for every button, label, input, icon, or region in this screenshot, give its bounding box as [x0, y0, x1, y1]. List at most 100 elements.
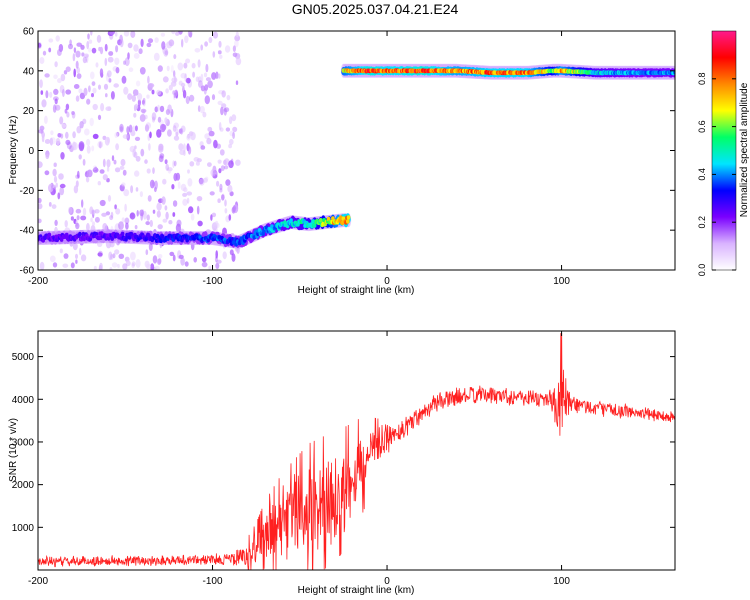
spectrogram-marks: [38, 31, 675, 270]
noise-speckle: [213, 139, 218, 149]
noise-speckle: [96, 34, 102, 43]
noise-speckle: [135, 155, 141, 162]
noise-speckle: [92, 221, 95, 227]
noise-speckle: [65, 139, 71, 146]
noise-speckle: [123, 86, 129, 95]
noise-speckle: [144, 159, 148, 164]
noise-speckle: [78, 154, 82, 160]
ridge-core: [159, 238, 163, 244]
noise-speckle: [165, 88, 169, 94]
noise-speckle: [80, 254, 87, 262]
colorbar-ticks: 0.0 0.2 0.4 0.6 0.8: [697, 73, 736, 276]
noise-speckle: [205, 176, 209, 181]
colorbar-tick-label: 0.2: [697, 216, 707, 229]
x-tick-label: -200: [28, 276, 48, 287]
noise-speckle: [165, 109, 171, 115]
noise-speckle: [57, 133, 62, 138]
noise-speckle: [148, 143, 151, 151]
noise-speckle: [68, 43, 73, 50]
noise-speckle: [86, 223, 90, 232]
noise-speckle: [211, 212, 217, 218]
noise-speckle: [139, 114, 146, 122]
noise-speckle: [157, 258, 162, 264]
noise-speckle: [79, 92, 86, 100]
noise-speckle: [100, 103, 105, 112]
noise-speckle: [158, 155, 164, 163]
noise-speckle: [127, 93, 133, 100]
noise-speckle: [225, 127, 231, 132]
noise-speckle: [215, 223, 220, 228]
spectrogram-y-ticks: -60 -40 -20 0 20 40 60: [20, 27, 675, 277]
noise-speckle: [73, 185, 79, 194]
noise-speckle: [59, 248, 63, 254]
noise-speckle: [183, 143, 186, 153]
noise-speckle: [50, 137, 56, 145]
noise-speckle: [123, 31, 130, 37]
noise-speckle: [186, 197, 190, 204]
noise-speckle: [73, 68, 76, 78]
snr-frame: [37, 330, 676, 571]
noise-speckle: [205, 63, 209, 73]
noise-speckle: [72, 141, 76, 151]
noise-speckle: [135, 187, 139, 192]
noise-speckle: [65, 131, 69, 139]
noise-speckle: [211, 94, 216, 101]
spectrogram-x-axis-label: Height of straight line (km): [298, 285, 415, 296]
noise-speckle: [38, 218, 42, 224]
ridge-core: [206, 238, 210, 243]
ridge-core: [331, 216, 335, 221]
noise-speckle: [208, 265, 212, 270]
noise-speckle: [38, 161, 43, 168]
noise-speckle: [172, 125, 177, 132]
noise-speckle: [130, 31, 136, 38]
noise-speckle: [171, 184, 175, 190]
ridge-core: [318, 218, 323, 223]
noise-speckle: [61, 123, 67, 128]
snr-series-line: [38, 333, 675, 570]
noise-speckle: [232, 205, 236, 213]
noise-speckle: [173, 135, 180, 141]
y-tick-label: 1000: [12, 523, 35, 534]
y-tick-label: -60: [20, 266, 35, 277]
noise-speckle: [78, 141, 85, 151]
noise-speckle: [92, 165, 98, 171]
noise-speckle: [88, 47, 92, 53]
noise-speckle: [73, 47, 77, 53]
noise-speckle: [127, 42, 133, 49]
noise-speckle: [196, 196, 203, 202]
noise-speckle: [169, 251, 175, 257]
noise-speckle: [198, 80, 203, 88]
noise-speckle: [63, 70, 68, 75]
y-tick-label: 3000: [12, 437, 35, 448]
noise-speckle: [105, 93, 108, 98]
noise-speckle: [109, 267, 113, 270]
noise-speckle: [157, 65, 163, 72]
noise-speckle: [162, 76, 169, 83]
noise-speckle: [154, 37, 159, 43]
noise-speckle: [92, 103, 98, 111]
noise-speckle: [76, 126, 82, 134]
noise-speckle: [129, 145, 136, 153]
noise-speckle: [147, 75, 150, 84]
noise-speckle: [191, 62, 196, 69]
noise-speckle: [154, 180, 158, 190]
noise-speckle: [235, 31, 239, 38]
noise-speckle: [168, 39, 175, 47]
noise-speckle: [185, 58, 191, 64]
noise-speckle: [217, 73, 221, 79]
noise-speckle: [220, 106, 224, 116]
noise-speckle: [75, 222, 80, 230]
noise-speckle: [72, 53, 76, 62]
noise-speckle: [160, 32, 166, 37]
noise-speckle: [181, 38, 184, 48]
x-tick-label: -100: [203, 576, 223, 587]
noise-speckle: [229, 130, 234, 137]
noise-speckle: [226, 94, 231, 101]
noise-speckle: [215, 250, 218, 259]
noise-speckle: [41, 99, 47, 108]
noise-speckle: [200, 85, 206, 92]
noise-speckle: [144, 124, 150, 132]
noise-speckle: [235, 80, 239, 85]
x-tick-label: -200: [28, 576, 48, 587]
noise-speckle: [117, 263, 120, 269]
